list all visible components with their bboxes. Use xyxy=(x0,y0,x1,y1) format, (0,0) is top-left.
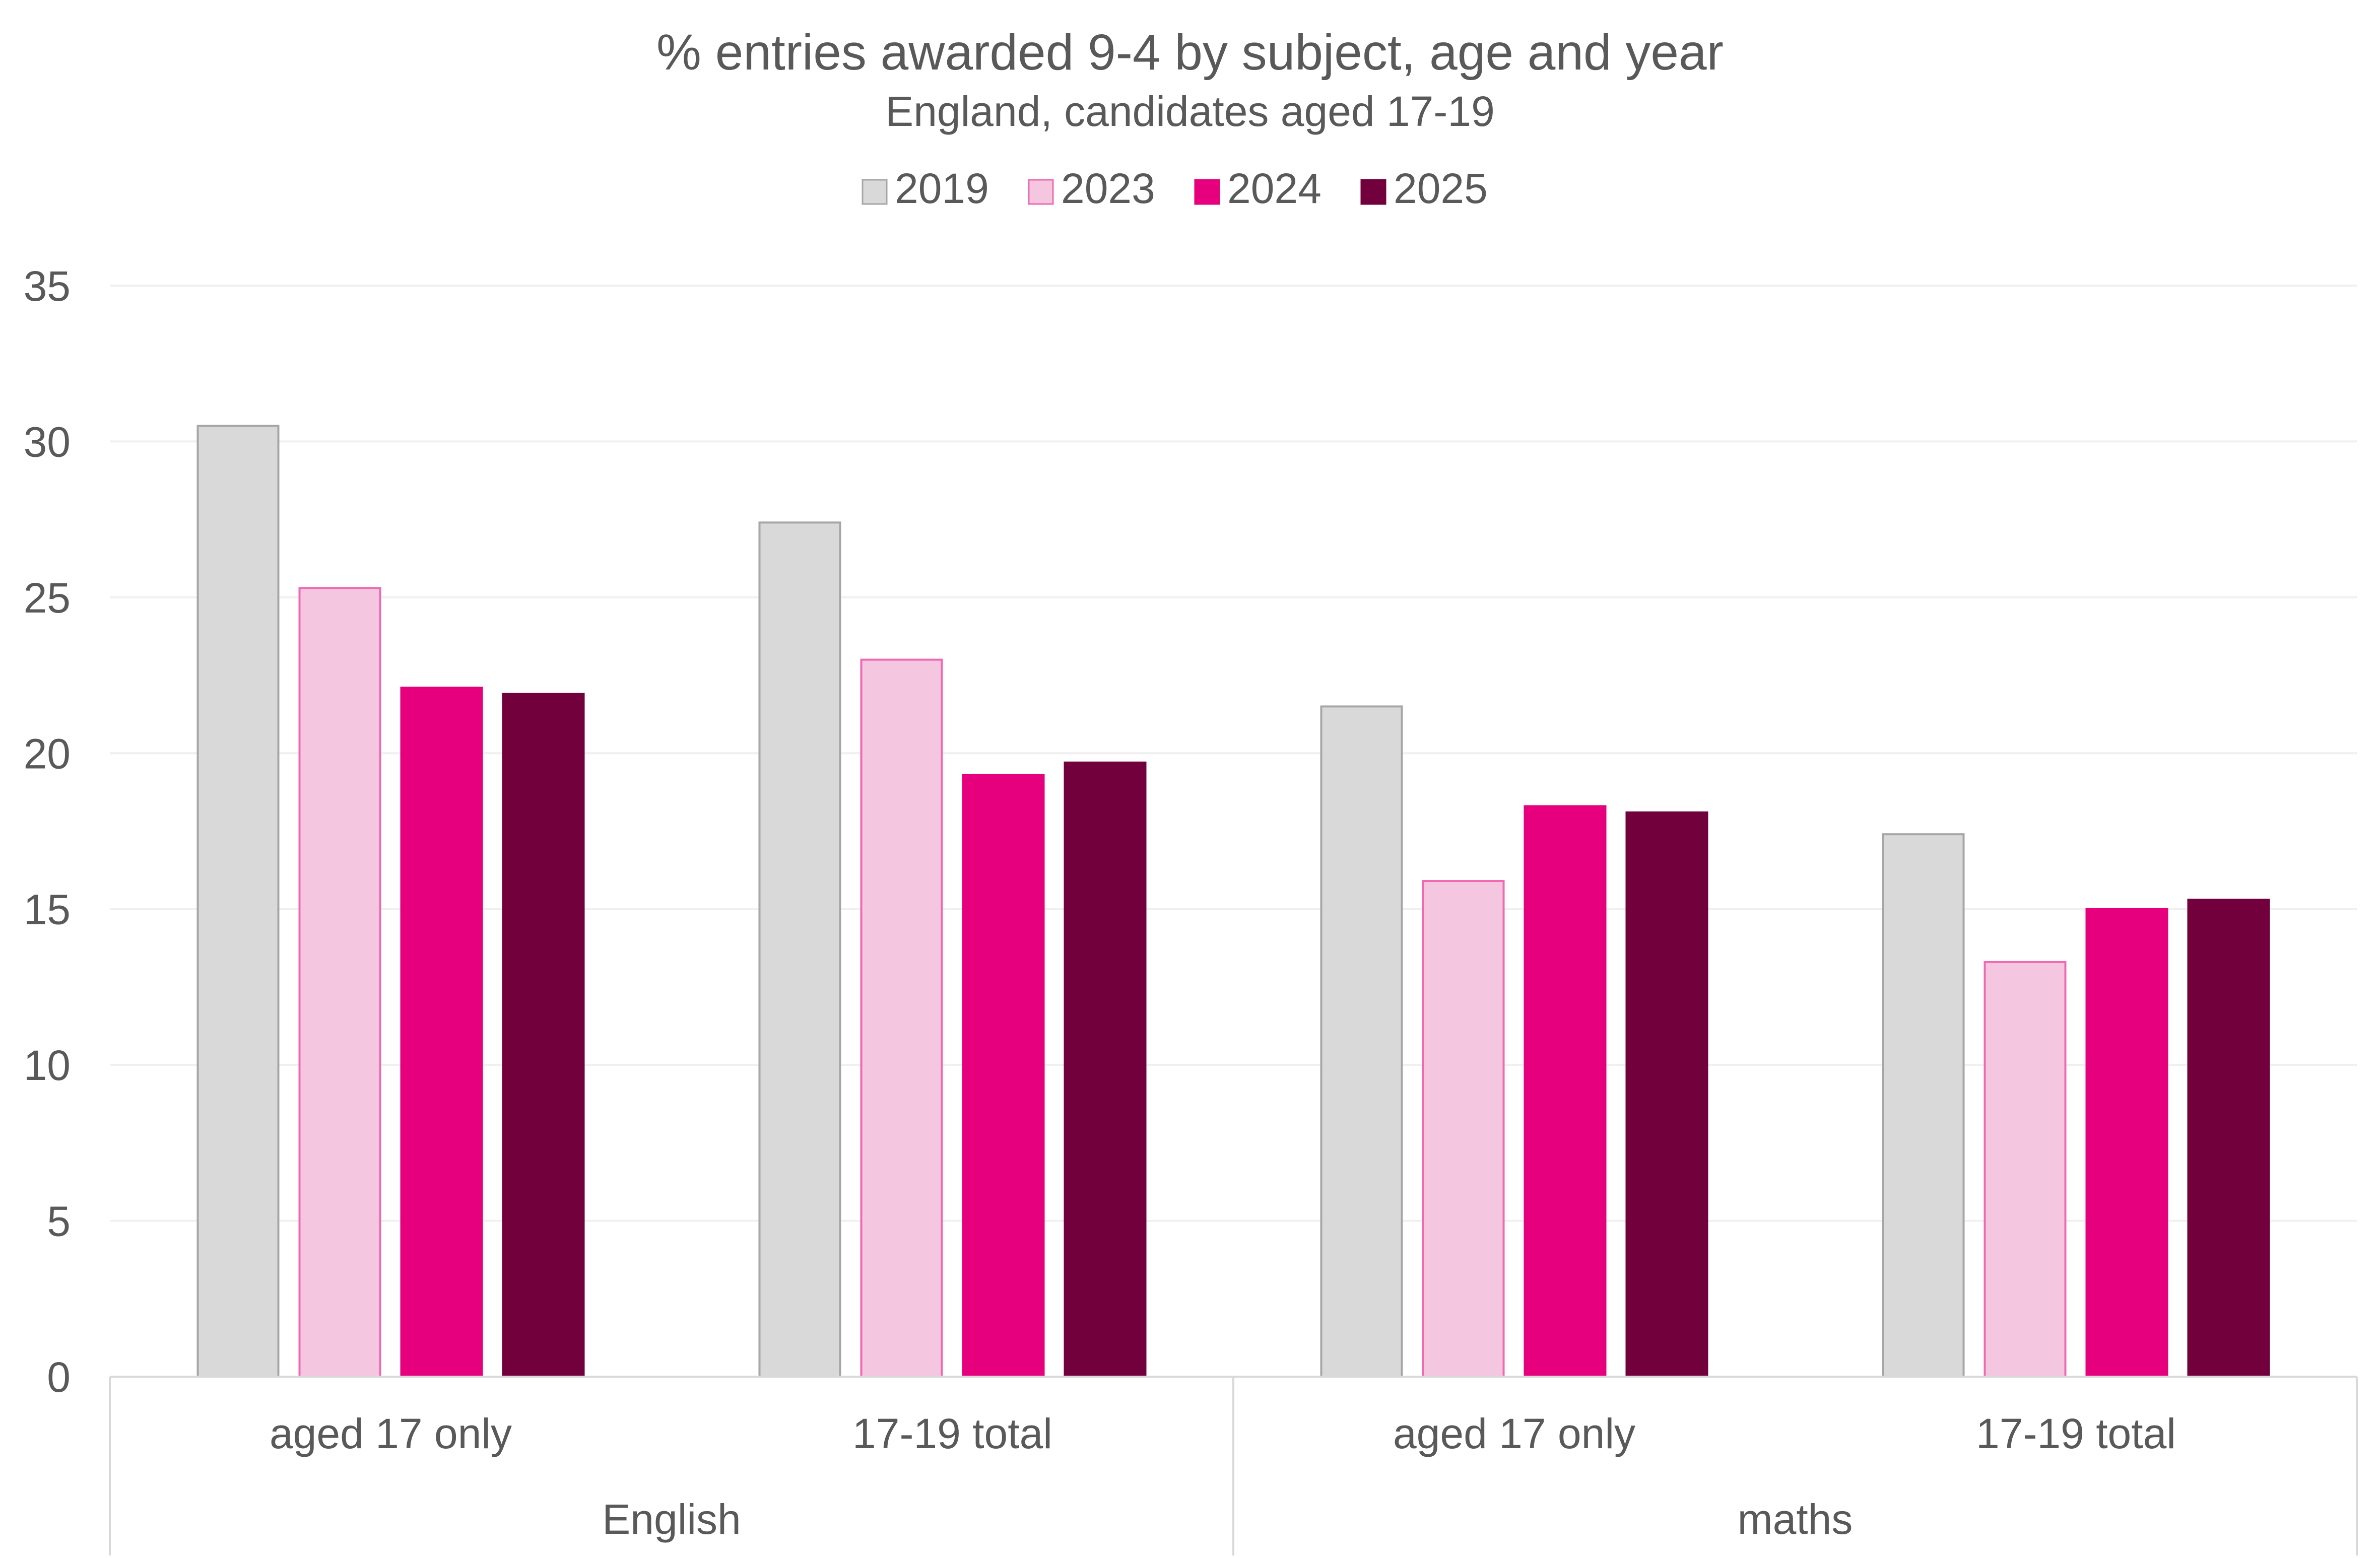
chart-title: % entries awarded 9-4 by subject, age an… xyxy=(656,24,1724,81)
legend-label-2023: 2023 xyxy=(1061,165,1155,212)
legend-item-2019: 2019 xyxy=(862,165,989,212)
legend-label-2024: 2024 xyxy=(1227,165,1321,212)
y-tick-label-5: 5 xyxy=(47,1198,71,1245)
bar-2019-cat1 xyxy=(758,521,841,1378)
x-axis: aged 17 only 17-19 total aged 17 only 17-19… xyxy=(109,1376,2358,1555)
legend-item-2025: 2025 xyxy=(1360,165,1488,212)
bar-2024-cat2 xyxy=(1524,805,1607,1378)
bar-2023-cat1 xyxy=(860,658,943,1378)
gridlines xyxy=(110,285,2357,1222)
bar-2025-cat2 xyxy=(1625,811,1708,1378)
x-tick-label-1: 17-19 total xyxy=(852,1410,1052,1457)
y-tick-label-0: 0 xyxy=(47,1353,71,1401)
title-layer: % entries awarded 9-4 by subject, age an… xyxy=(656,24,1724,135)
bar-2025-cat3 xyxy=(2187,899,2270,1378)
bar-2024-cat1 xyxy=(962,774,1045,1378)
bars xyxy=(196,425,2270,1378)
legend-item-2024: 2024 xyxy=(1194,165,1321,212)
y-tick-label-15: 15 xyxy=(24,886,71,933)
bar-2019-cat3 xyxy=(1882,833,1965,1378)
y-axis: 0 5 10 15 20 25 30 35 xyxy=(24,262,71,1401)
legend-label-2025: 2025 xyxy=(1394,165,1488,212)
bar-2024-cat3 xyxy=(2085,908,2168,1378)
legend-item-2023: 2023 xyxy=(1028,165,1155,212)
y-tick-label-35: 35 xyxy=(24,262,71,310)
y-tick-label-25: 25 xyxy=(24,574,71,622)
bar-2024-cat0 xyxy=(400,687,483,1378)
group-label-1: maths xyxy=(1738,1496,1853,1543)
group-label-0: English xyxy=(602,1496,741,1543)
legend-swatch-2025 xyxy=(1360,179,1386,205)
chart-subtitle: England, candidates aged 17-19 xyxy=(885,88,1495,135)
legend-swatch-2024 xyxy=(1194,179,1220,205)
y-tick-label-30: 30 xyxy=(24,418,71,465)
y-tick-label-10: 10 xyxy=(24,1042,71,1089)
bar-2019-cat0 xyxy=(196,425,280,1378)
legend-swatch-2023 xyxy=(1028,179,1054,205)
bar-2019-cat2 xyxy=(1320,705,1403,1378)
bar-2023-cat0 xyxy=(298,587,381,1378)
bar-2025-cat1 xyxy=(1064,761,1147,1378)
legend-swatch-2019 xyxy=(862,179,888,205)
x-tick-label-0: aged 17 only xyxy=(270,1410,512,1457)
y-tick-label-20: 20 xyxy=(24,730,71,777)
x-tick-label-2: aged 17 only xyxy=(1393,1410,1635,1457)
legend: 2019 2023 2024 2025 xyxy=(862,165,1488,212)
bar-2025-cat0 xyxy=(502,693,585,1378)
legend-label-2019: 2019 xyxy=(895,165,989,212)
bar-2023-cat2 xyxy=(1422,880,1505,1378)
x-tick-label-3: 17-19 total xyxy=(1976,1410,2176,1457)
bar-2023-cat3 xyxy=(1984,961,2067,1378)
